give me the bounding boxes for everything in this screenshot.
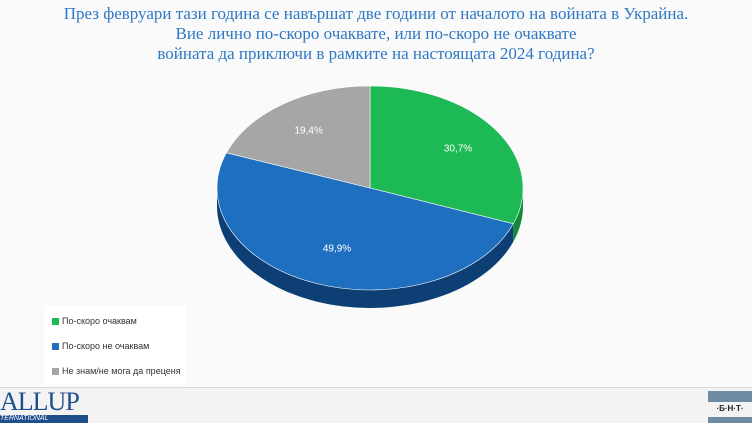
bnt-logo-text: ·Б·Н·Т· (716, 404, 744, 413)
legend-item: По-скоро не очаквам (52, 341, 149, 352)
title-line-3: войната да приключи в рамките на настоящ… (157, 44, 595, 63)
pie-slice (216, 152, 514, 291)
legend-item: По-скоро очаквам (52, 316, 137, 327)
pie-slice (225, 85, 371, 189)
legend-label: Не знам/не мога да преценя (62, 366, 181, 376)
pie-slice-side (513, 188, 523, 242)
pie-slice (369, 85, 524, 225)
gallup-logo-sub: TERNATIONAL (0, 415, 88, 423)
bnt-logo: ·Б·Н·Т· (708, 391, 752, 423)
legend-swatch (52, 368, 59, 375)
legend-label: По-скоро не очаквам (62, 341, 150, 351)
title-line-2: Вие лично по-скоро очаквате, или по-скор… (175, 24, 577, 43)
legend-swatch (52, 343, 59, 350)
data-label: 19,4% (295, 125, 323, 136)
data-label: 49,9% (323, 243, 351, 254)
data-label: 30,7% (444, 143, 472, 154)
legend-label: По-скоро очаквам (62, 316, 137, 326)
chart-title: През февруари тази година се навършат дв… (0, 4, 752, 64)
title-line-1: През февруари тази година се навършат дв… (63, 4, 689, 23)
legend-swatch (52, 318, 59, 325)
gallup-logo: ALLUP (0, 389, 79, 415)
legend: По-скоро очаквам По-скоро не очаквам Не … (44, 306, 186, 386)
pie-slice-side (217, 188, 514, 309)
legend-item: Не знам/не мога да преценя (52, 366, 181, 377)
